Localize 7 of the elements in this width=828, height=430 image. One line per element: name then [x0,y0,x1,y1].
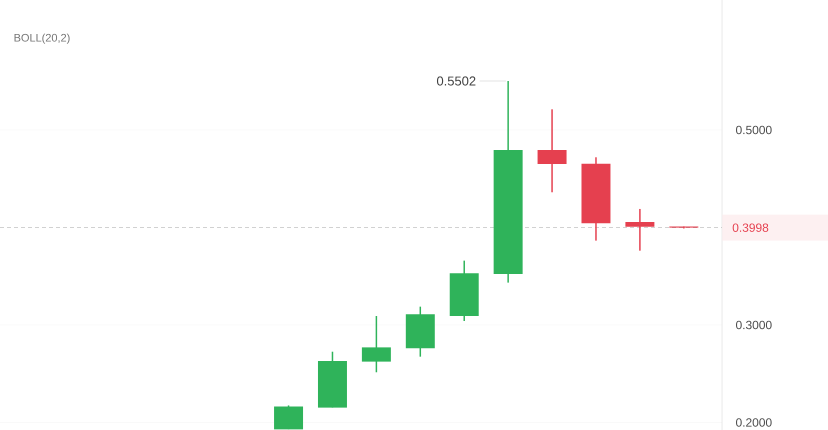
annotation: 0.5502 [436,76,476,86]
text: BOLL(20,2) [14,34,70,44]
y-tick-label: 0.5000 [736,126,772,134]
candlestick [625,208,654,252]
ref-line-label: 0.3998 [732,223,768,232]
y-tick-label: 0.3000 [736,320,772,330]
y-tick-label: 0.2000 [736,418,772,427]
